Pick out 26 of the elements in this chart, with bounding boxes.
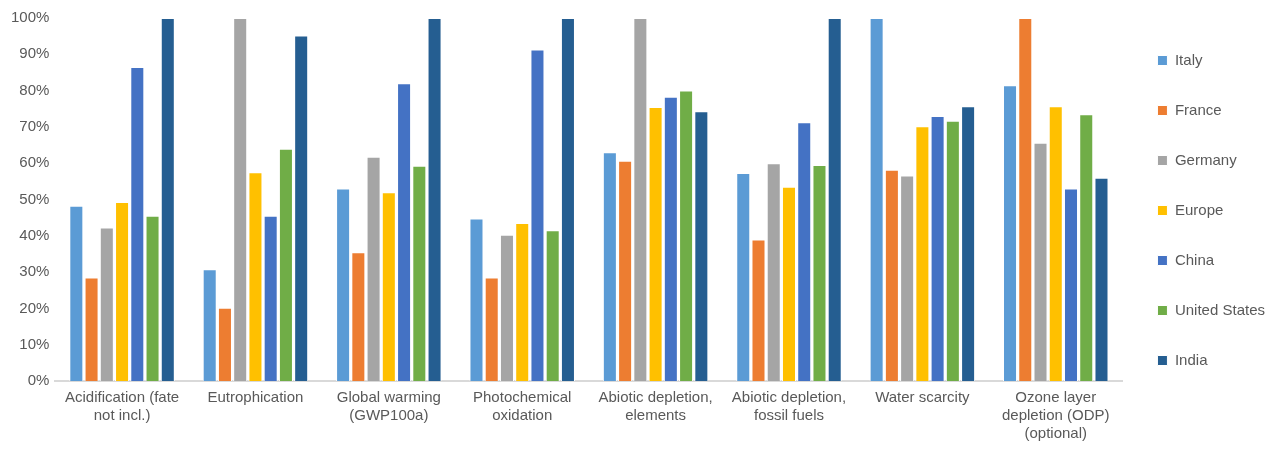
legend-label: China (1174, 250, 1215, 268)
y-tick-label: 10% (19, 334, 50, 352)
y-tick-label: 20% (19, 298, 50, 316)
legend-label: France (1174, 100, 1222, 118)
y-tick-label: 0% (27, 371, 50, 389)
x-tick-label: Water scarcity (875, 388, 971, 406)
legend-label: Italy (1174, 50, 1203, 68)
y-tick-label: 70% (19, 117, 50, 135)
x-tick-label: Global warming (GWP100a) (336, 388, 441, 424)
legend-label: Germany (1174, 150, 1238, 168)
legend-label: Europe (1174, 200, 1224, 218)
y-tick-label: 40% (19, 225, 50, 243)
y-tick-label: 80% (19, 80, 50, 98)
legend-label: India (1174, 350, 1209, 368)
x-tick-label: Eutrophication (207, 388, 304, 406)
y-tick-label: 30% (19, 262, 50, 280)
legend-label: United States (1174, 300, 1266, 318)
x-tick-label: Acidification (fate not incl.) (64, 388, 180, 424)
y-tick-label: 90% (19, 44, 50, 62)
x-tick-label: Abiotic depletion, elements (598, 388, 713, 424)
y-tick-label: 60% (19, 153, 50, 171)
y-tick-label: 100% (10, 8, 50, 26)
x-tick-label: Photochemical oxidation (473, 388, 572, 424)
x-tick-label: Abiotic depletion, fossil fuels (731, 388, 847, 424)
y-tick-label: 50% (19, 189, 50, 207)
x-tick-label: Ozone layer depletion (ODP) (optional) (1001, 388, 1110, 442)
